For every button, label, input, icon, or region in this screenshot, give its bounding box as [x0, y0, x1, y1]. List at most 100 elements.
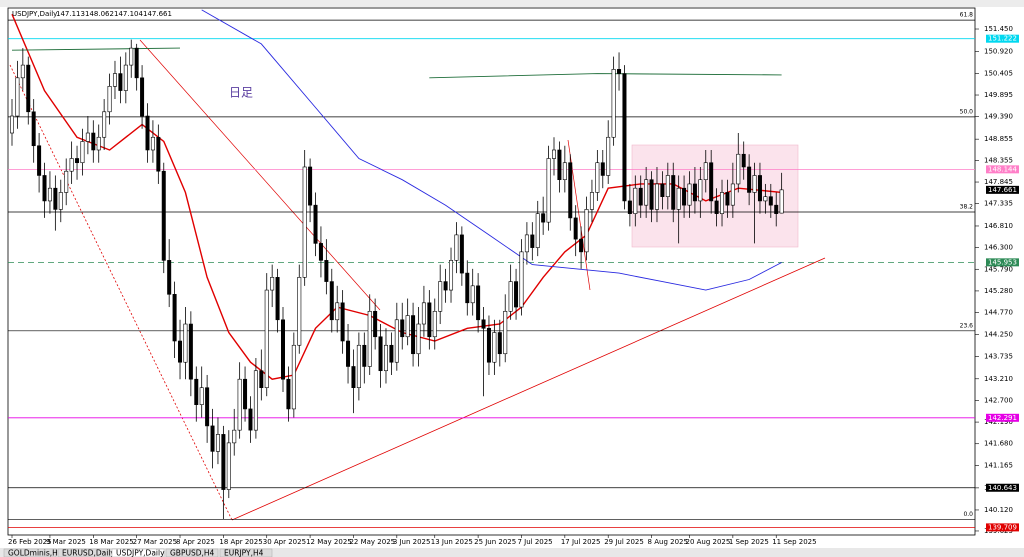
- candle-body: [194, 378, 199, 405]
- candle-body: [134, 47, 139, 79]
- candle-body: [210, 425, 215, 452]
- x-tick-label: 27 Mar 2025: [133, 538, 177, 546]
- candle-body: [584, 209, 589, 253]
- y-tick-label: 149.895: [984, 91, 1013, 99]
- x-tick-label: 18 Mar 2025: [89, 538, 133, 546]
- candle-body: [541, 213, 546, 223]
- tab[interactable]: [3, 548, 57, 557]
- candle-body: [226, 442, 231, 490]
- candle-body: [215, 434, 220, 452]
- candle-body: [47, 187, 52, 202]
- candle-body: [85, 132, 90, 142]
- candle-body: [497, 332, 502, 355]
- candle-body: [232, 429, 237, 444]
- candle-body: [535, 213, 540, 248]
- y-tick-label: 145.790: [984, 265, 1013, 273]
- level-label: 147.661: [988, 186, 1017, 194]
- candle-body: [351, 366, 356, 389]
- candle-body: [747, 166, 752, 193]
- tab-label[interactable]: EURJPY,H4: [224, 549, 264, 557]
- tab[interactable]: [219, 548, 273, 557]
- candle-body: [129, 47, 134, 66]
- fib-label: 38.2: [960, 203, 974, 210]
- tab-label[interactable]: EURUSD,Daily: [62, 549, 115, 557]
- candle-body: [692, 183, 697, 202]
- candle-body: [611, 69, 616, 138]
- plot-area: [7, 7, 976, 536]
- candle-body: [167, 260, 172, 295]
- candle-body: [367, 310, 372, 367]
- candle-body: [449, 260, 454, 291]
- trend-line: [9, 64, 233, 521]
- candle-body: [514, 281, 519, 308]
- tab[interactable]: [111, 548, 165, 557]
- candle-body: [551, 149, 556, 159]
- candle-body: [736, 153, 741, 185]
- candle-body: [519, 251, 524, 308]
- candle-body: [568, 162, 573, 219]
- candle-body: [318, 243, 323, 261]
- tab-label[interactable]: GOLDminis,H4: [8, 549, 63, 557]
- candle-body: [58, 192, 63, 210]
- level-label: 145.953: [988, 258, 1017, 266]
- x-tick-label: 29 Jul 2025: [604, 538, 644, 546]
- candle-body: [421, 302, 426, 325]
- candle-body: [26, 64, 31, 113]
- candle-body: [356, 344, 361, 389]
- y-tick-label: 147.335: [984, 200, 1013, 208]
- candle-body: [259, 370, 264, 389]
- candle-body: [633, 187, 638, 214]
- y-tick-label: 143.210: [984, 375, 1013, 383]
- candle-body: [757, 175, 762, 202]
- candle-body: [178, 340, 183, 363]
- candle-body: [405, 315, 410, 338]
- candle-body: [118, 73, 123, 91]
- y-tick-label: 142.190: [984, 418, 1013, 426]
- x-tick-label: 26 Feb 2025: [8, 538, 52, 546]
- candle-body: [530, 234, 535, 248]
- candle-body: [373, 310, 378, 338]
- candle-body: [698, 179, 703, 202]
- candle-body: [676, 187, 681, 210]
- y-tick-label: 145.280: [984, 287, 1013, 295]
- level-label: 142.291: [988, 414, 1017, 422]
- candle-body: [308, 166, 313, 206]
- x-tick-label: 8 Aug 2025: [648, 538, 688, 546]
- y-tick-label: 146.300: [984, 244, 1013, 252]
- candle-body: [75, 158, 80, 164]
- tab[interactable]: [57, 548, 111, 557]
- candle-body: [486, 327, 491, 363]
- indicator-line: [11, 47, 782, 79]
- tab[interactable]: [165, 548, 219, 557]
- candle-body: [671, 175, 676, 210]
- toolbar: [0, 0, 1024, 7]
- level-label: 151.222: [988, 35, 1017, 43]
- candle-body: [427, 302, 432, 338]
- x-tick-label: 9 Mar 2025: [46, 538, 86, 546]
- drawings: [9, 39, 826, 521]
- trend-line: [139, 39, 381, 311]
- candle-body: [253, 370, 258, 431]
- level-tag: [986, 34, 1019, 43]
- candle-body: [709, 162, 714, 202]
- level-label: 139.709: [988, 523, 1017, 531]
- candle-body: [123, 64, 128, 91]
- candle-body: [237, 378, 242, 431]
- candle-body: [589, 192, 594, 210]
- candle-body: [188, 323, 193, 380]
- tab-label[interactable]: GBPUSD,H4: [170, 549, 215, 557]
- candle-body: [654, 183, 659, 210]
- y-tick-label: 141.680: [984, 440, 1013, 448]
- tab-label[interactable]: USDJPY,Daily: [116, 549, 165, 557]
- candle-body: [725, 192, 730, 206]
- candle-body: [687, 183, 692, 206]
- candle-body: [682, 187, 687, 206]
- candle-body: [394, 319, 399, 363]
- ohlc-low: 147.104: [114, 10, 143, 18]
- y-tick-label: 150.920: [984, 48, 1013, 56]
- y-tick-label: 143.735: [984, 353, 1013, 361]
- candle-body: [660, 183, 665, 197]
- candle-body: [302, 166, 307, 278]
- y-tick-label: 148.355: [984, 156, 1013, 164]
